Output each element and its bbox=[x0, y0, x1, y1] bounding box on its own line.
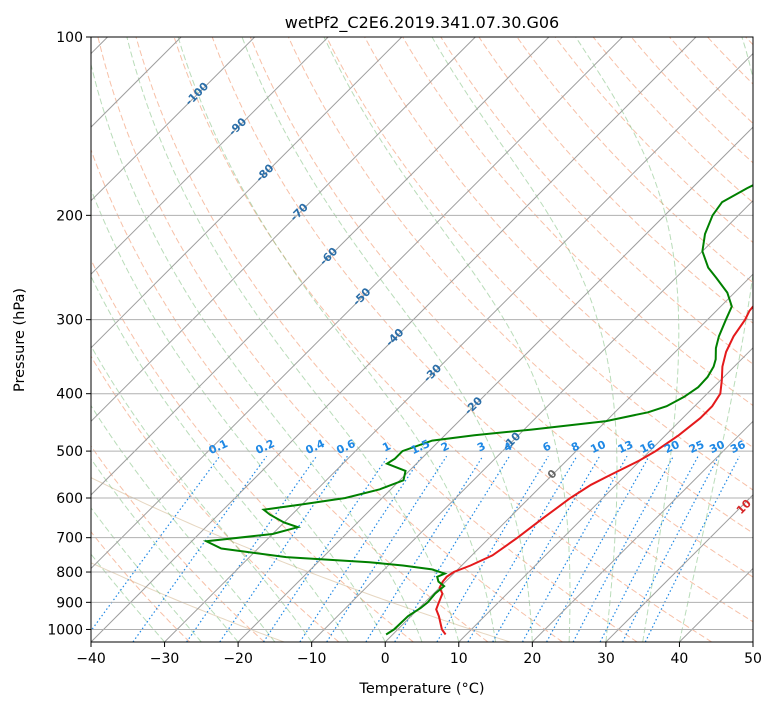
dry-adiabat bbox=[440, 37, 753, 365]
geopotential-curve bbox=[91, 477, 511, 642]
isotherm-line bbox=[605, 494, 753, 642]
mixing-ratio-label: 25 bbox=[687, 438, 706, 456]
isotherm-line bbox=[311, 199, 753, 642]
x-tick-label: 0 bbox=[381, 651, 390, 667]
isotherm-line bbox=[91, 37, 550, 496]
x-tick-label: −40 bbox=[76, 651, 106, 667]
temperature-profile bbox=[435, 305, 753, 636]
x-tick-label: 50 bbox=[744, 651, 762, 667]
moist-adiabat-label: 20 bbox=[751, 523, 771, 543]
isotherm-line bbox=[164, 52, 753, 642]
moist-adiabat bbox=[678, 37, 753, 642]
y-tick-label: 400 bbox=[56, 387, 83, 403]
x-tick-label: −20 bbox=[223, 651, 253, 667]
moist-adiabat bbox=[323, 37, 571, 642]
moist-adiabat bbox=[91, 345, 313, 642]
isotherm-line bbox=[237, 126, 753, 642]
x-axis-title: Temperature (°C) bbox=[358, 681, 484, 697]
mixing-ratio-label: 16 bbox=[638, 438, 658, 456]
moist-adiabat bbox=[91, 507, 202, 642]
moist-adiabat bbox=[91, 404, 276, 642]
isotherm-line bbox=[384, 273, 753, 642]
dewpoint-profile bbox=[202, 184, 753, 636]
dry-adiabat bbox=[91, 148, 489, 642]
dry-adiabat bbox=[211, 37, 753, 623]
mixing-ratio-label: 30 bbox=[707, 438, 727, 456]
chart-title: wetPf2_C2E6.2019.341.07.30.G06 bbox=[285, 13, 559, 33]
y-tick-label: 700 bbox=[56, 531, 83, 547]
dry-adiabat bbox=[91, 355, 340, 642]
x-tick-label: 40 bbox=[671, 651, 689, 667]
y-tick-label: 100 bbox=[56, 30, 83, 46]
dry-adiabat bbox=[249, 37, 753, 578]
isotherm-line bbox=[91, 37, 256, 202]
mixing-ratio-label: 20 bbox=[662, 438, 682, 456]
isotherm-line bbox=[91, 37, 623, 570]
dry-adiabat bbox=[326, 37, 753, 491]
isotherm-line bbox=[458, 347, 753, 642]
mixing-ratio-label: 36 bbox=[728, 438, 748, 456]
y-tick-label: 900 bbox=[56, 595, 83, 611]
dry-adiabat bbox=[135, 37, 638, 642]
moist-adiabat bbox=[91, 62, 423, 642]
moist-adiabat bbox=[241, 37, 533, 642]
isotherm-line bbox=[531, 420, 753, 642]
moist-adiabat bbox=[91, 188, 386, 642]
moist-adiabat bbox=[91, 553, 165, 642]
mixing-ratio-line bbox=[436, 455, 549, 642]
plot-frame bbox=[90, 36, 754, 643]
dry-adiabat bbox=[402, 37, 753, 407]
y-tick-label: 300 bbox=[56, 313, 83, 329]
mixing-ratio-line bbox=[186, 455, 318, 642]
y-tick-label: 800 bbox=[56, 565, 83, 581]
isotherm-line bbox=[91, 37, 403, 349]
mixing-ratio-label: 13 bbox=[616, 438, 635, 456]
moist-adiabat bbox=[91, 275, 349, 642]
y-tick-label: 1000 bbox=[47, 622, 83, 638]
dry-adiabat bbox=[91, 531, 191, 642]
mixing-ratio-line bbox=[91, 455, 221, 632]
x-tick-label: −30 bbox=[150, 651, 180, 667]
x-tick-label: −10 bbox=[297, 651, 327, 667]
y-tick-label: 200 bbox=[56, 208, 83, 224]
x-tick-label: 30 bbox=[597, 651, 615, 667]
geopotential-curve bbox=[91, 562, 285, 642]
x-tick-label: 10 bbox=[450, 651, 468, 667]
y-tick-label: 600 bbox=[56, 491, 83, 507]
mixing-ratio-line bbox=[467, 455, 578, 642]
isotherm-line bbox=[91, 37, 329, 275]
plot-area: -100-90-80-70-60-50-40-30-20-1000.1 0.2 0.… bbox=[91, 37, 771, 642]
dry-adiabat bbox=[97, 37, 563, 642]
moist-adiabat bbox=[91, 457, 239, 642]
dry-adiabat bbox=[91, 445, 265, 642]
moist-adiabat bbox=[575, 37, 680, 642]
moist-adiabat bbox=[177, 37, 497, 642]
mixing-ratio-line bbox=[219, 455, 348, 642]
axis-ticks: −40 −30 −20 −10 0 10 20 30 40 50 100 200 300 400 500 60… bbox=[47, 30, 762, 667]
y-tick-label: 500 bbox=[56, 444, 83, 460]
mixing-ratio-label: 10 bbox=[588, 438, 608, 456]
isotherm-line bbox=[91, 37, 476, 423]
x-tick-label: 20 bbox=[523, 651, 541, 667]
isotherm-line bbox=[91, 37, 697, 642]
moist-adiabat bbox=[431, 37, 618, 642]
y-axis-title: Pressure (hPa) bbox=[12, 288, 28, 392]
dry-adiabat bbox=[516, 37, 753, 284]
